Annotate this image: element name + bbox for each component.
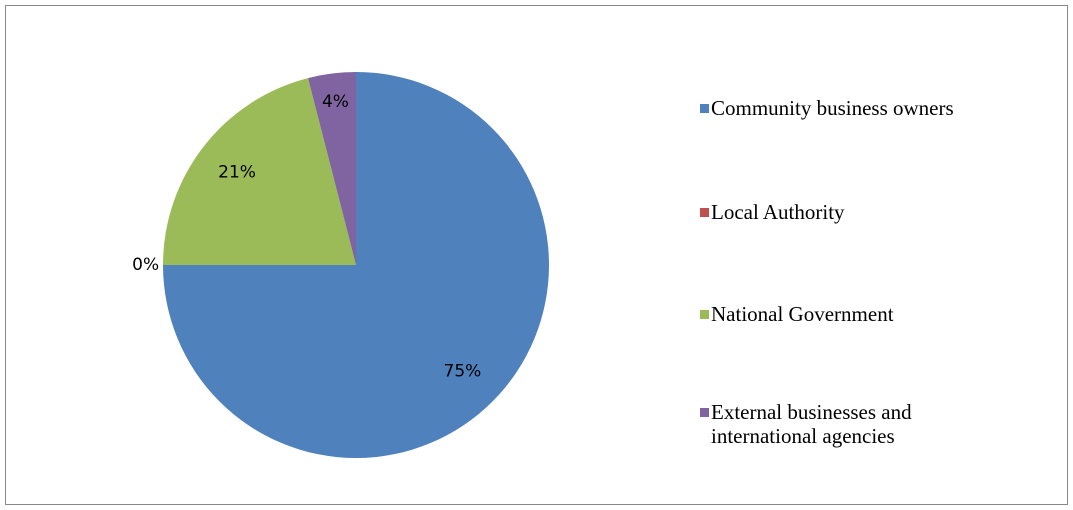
legend-label: Local Authority xyxy=(711,200,845,224)
data-label: 75% xyxy=(444,361,482,381)
legend-swatch xyxy=(700,408,709,417)
legend-swatch xyxy=(700,104,709,113)
legend-label: National Government xyxy=(711,302,894,326)
data-label: 4% xyxy=(322,92,349,112)
pie-slice xyxy=(308,72,356,265)
legend-label: External businesses and international ag… xyxy=(711,400,912,448)
data-label: 0% xyxy=(132,255,159,275)
legend-item: National Government xyxy=(700,302,1030,326)
legend-swatch xyxy=(700,208,709,217)
legend-label: Community business owners xyxy=(711,96,954,120)
legend-swatch xyxy=(700,310,709,319)
legend-item: Local Authority xyxy=(700,200,1030,224)
legend-item: External businesses and international ag… xyxy=(700,400,1030,448)
chart-border xyxy=(5,5,1068,505)
pie-slice xyxy=(163,78,356,266)
legend-item: Community business owners xyxy=(700,96,1030,120)
data-label: 21% xyxy=(218,163,256,183)
legend: Community business owners Local Authority… xyxy=(700,0,1040,510)
